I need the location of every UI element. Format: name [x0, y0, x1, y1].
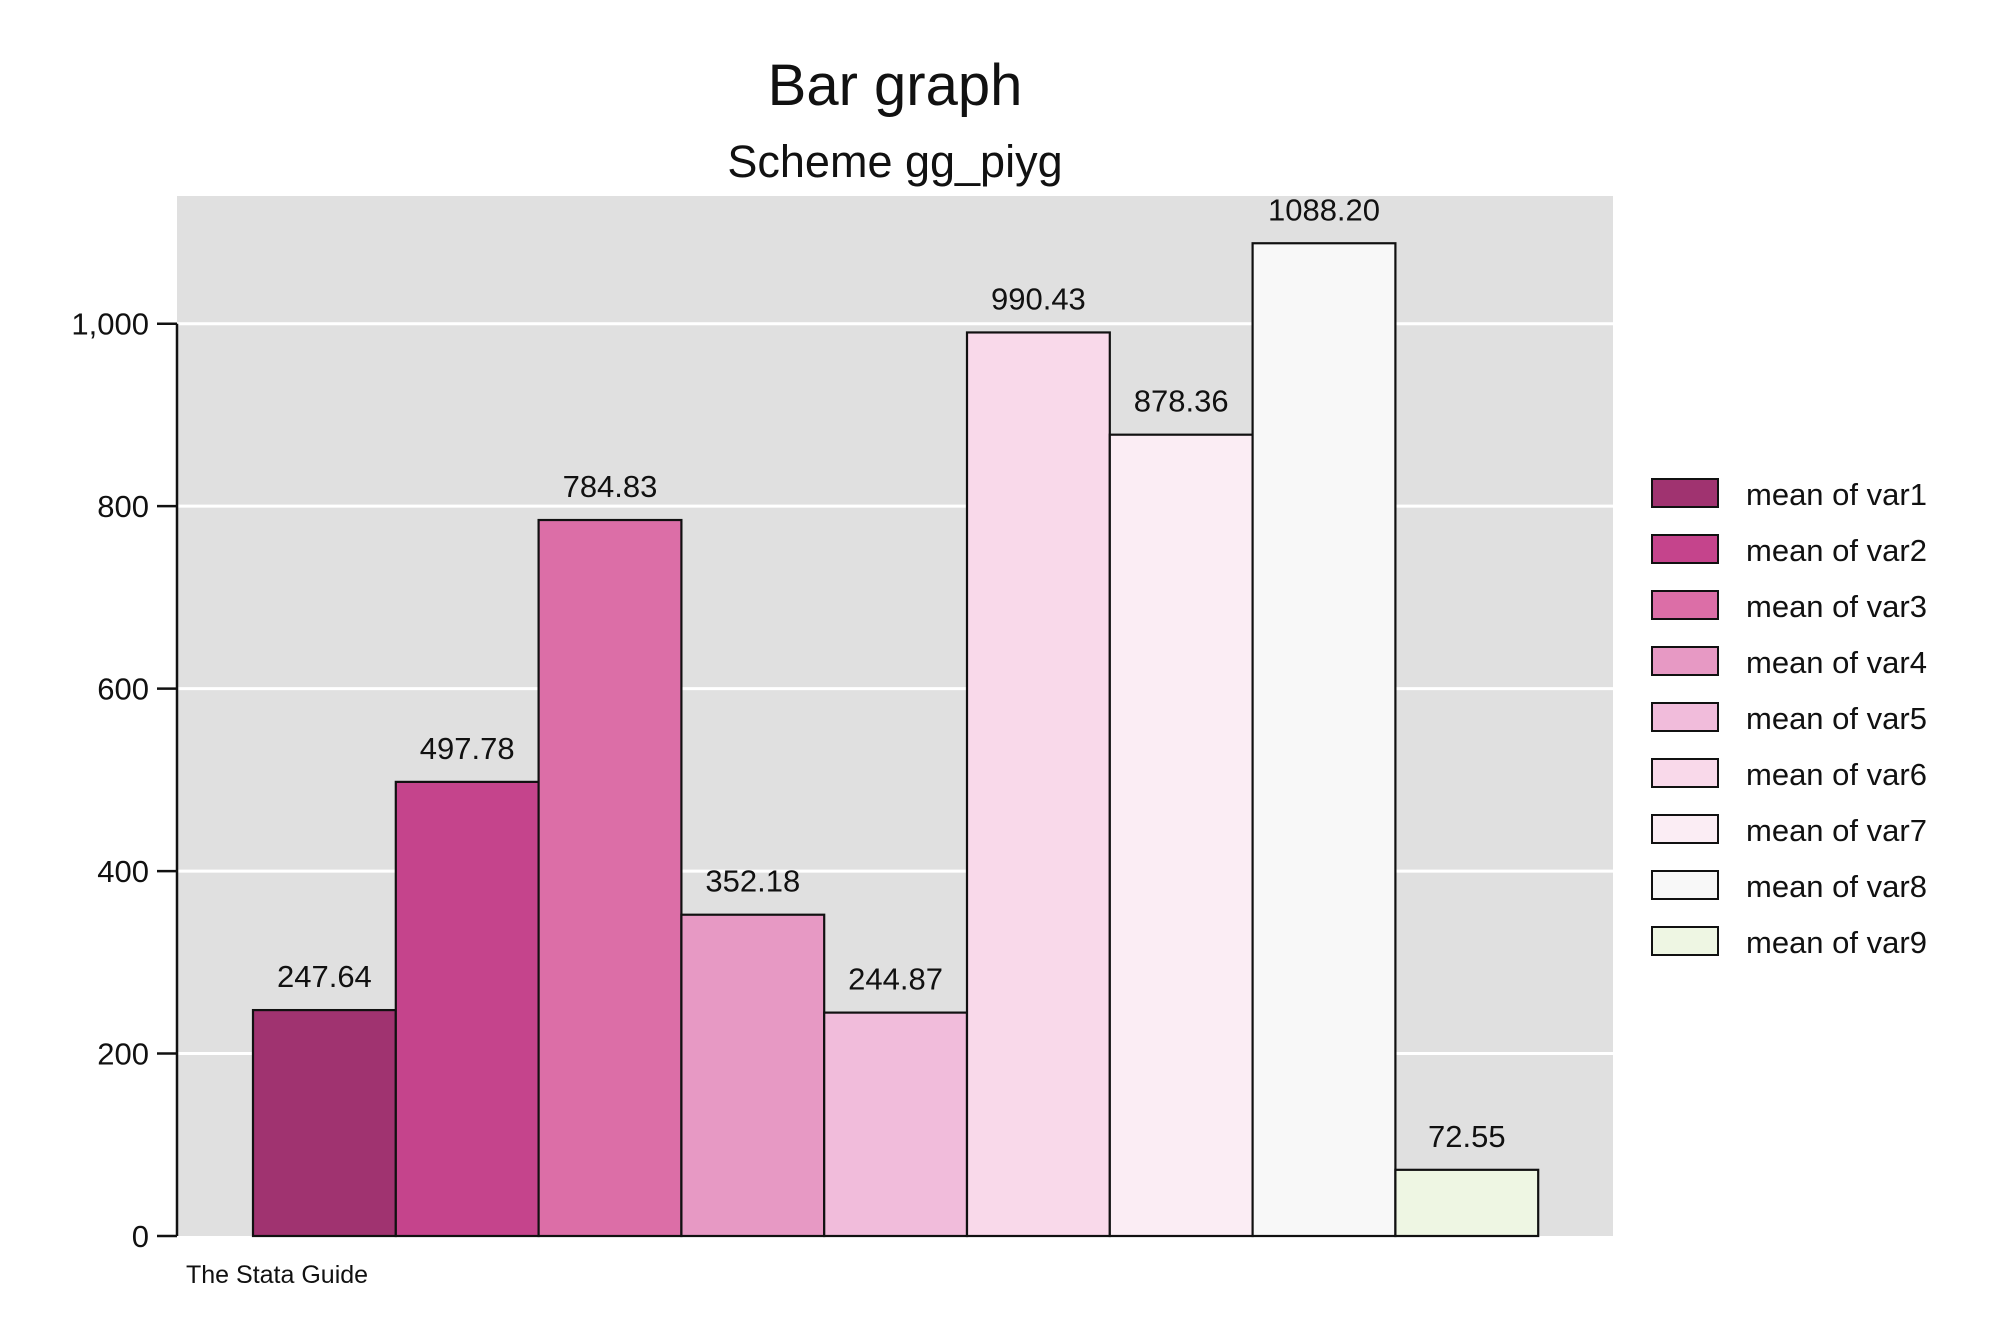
y-axis: 0 200 400 600 800 1,000: [71, 307, 179, 1254]
value-label-var2: 497.78: [420, 731, 515, 766]
value-label-var5: 244.87: [848, 962, 943, 997]
y-tick-label-4: 800: [97, 489, 149, 524]
bar-var2: [394, 780, 540, 1238]
y-tick-label-1: 200: [97, 1037, 149, 1072]
bar-var7: [1108, 433, 1254, 1238]
value-label-var9: 72.55: [1428, 1119, 1506, 1154]
legend: mean of var1 mean of var2 mean of var3 mean…: [1651, 477, 1927, 960]
bar-var4: [680, 913, 826, 1238]
legend-label-var9: mean of var9: [1746, 925, 1927, 960]
value-label-var8: 1088.20: [1268, 192, 1380, 227]
y-tick-label-5: 1,000: [71, 307, 149, 342]
legend-swatch-var7: [1651, 814, 1719, 844]
legend-swatch-var2: [1651, 534, 1719, 564]
value-labels: 247.64 497.78 784.83 352.18 244.87 990.43 878.…: [277, 192, 1506, 1154]
legend-swatch-var4: [1651, 646, 1719, 676]
value-label-var3: 784.83: [563, 469, 658, 504]
legend-label-var7: mean of var7: [1746, 813, 1927, 848]
y-tick-label-3: 600: [97, 672, 149, 707]
bar-var8: [1251, 242, 1397, 1238]
value-label-var4: 352.18: [705, 864, 800, 899]
bar-var9: [1394, 1168, 1540, 1238]
legend-label-var2: mean of var2: [1746, 533, 1927, 568]
legend-swatch-var8: [1651, 870, 1719, 900]
legend-label-var5: mean of var5: [1746, 701, 1927, 736]
legend-swatch-var6: [1651, 758, 1719, 788]
legend-label-var1: mean of var1: [1746, 477, 1927, 512]
chart-subtitle: Scheme gg_piyg: [727, 136, 1062, 187]
legend-label-var8: mean of var8: [1746, 869, 1927, 904]
y-tick-label-2: 400: [97, 854, 149, 889]
value-label-var7: 878.36: [1134, 384, 1229, 419]
bars: [251, 242, 1540, 1238]
legend-swatch-var1: [1651, 478, 1719, 508]
legend-swatch-var9: [1651, 926, 1719, 956]
legend-swatch-var3: [1651, 590, 1719, 620]
bar-var1: [251, 1008, 397, 1238]
legend-swatch-var5: [1651, 702, 1719, 732]
value-label-var6: 990.43: [991, 281, 1086, 316]
y-tick-label-0: 0: [132, 1219, 149, 1254]
bar-var3: [537, 518, 683, 1238]
chart-title: Bar graph: [768, 53, 1023, 118]
bar-var5: [823, 1011, 969, 1238]
chart-note: The Stata Guide: [186, 1261, 368, 1289]
legend-label-var3: mean of var3: [1746, 589, 1927, 624]
legend-label-var6: mean of var6: [1746, 757, 1927, 792]
bar-var6: [965, 331, 1111, 1238]
legend-label-var4: mean of var4: [1746, 645, 1927, 680]
value-label-var1: 247.64: [277, 959, 372, 994]
